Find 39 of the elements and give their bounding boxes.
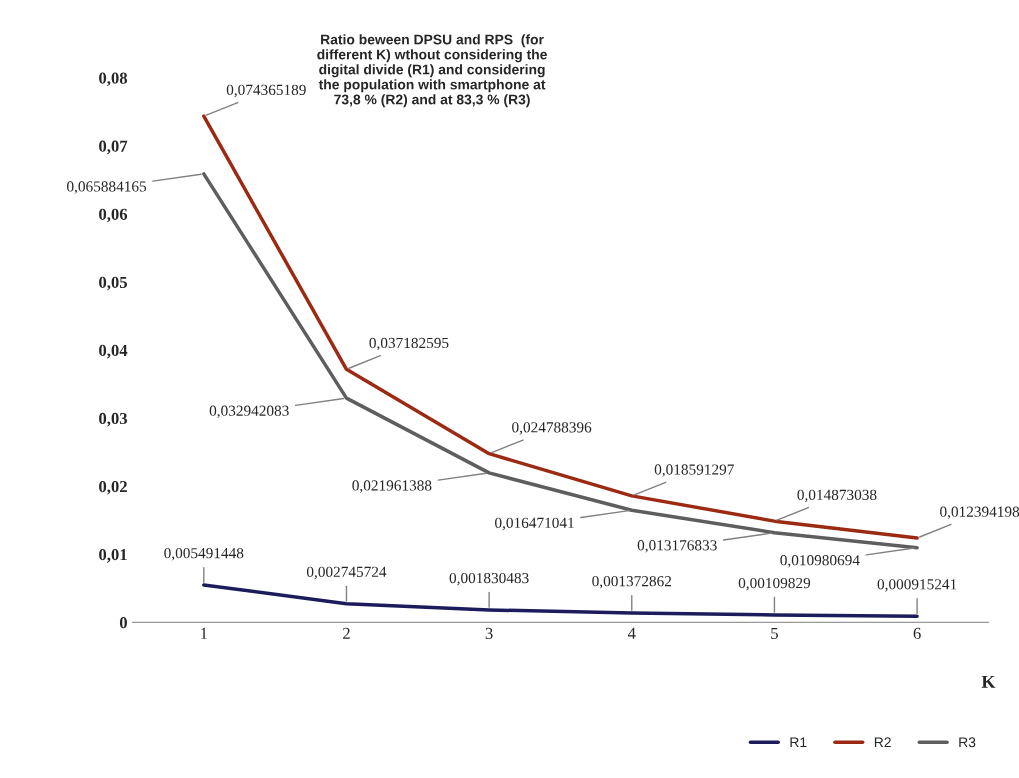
- y-tick-label: 0,06: [99, 208, 128, 223]
- data-label: 0,005491448: [164, 547, 244, 561]
- y-tick-label: 0,04: [99, 344, 128, 359]
- y-tick-label: 0,08: [99, 72, 128, 87]
- x-axis-title: K: [981, 675, 996, 688]
- data-label: 0,074365189: [226, 84, 306, 98]
- y-tick-label: 0,07: [99, 140, 128, 155]
- legend-label: R1: [790, 737, 807, 748]
- data-label: 0,014873038: [797, 489, 877, 503]
- x-tick-label: 6: [913, 627, 921, 639]
- data-label: 0,010980694: [780, 555, 860, 568]
- data-label: 0,001372862: [592, 576, 672, 589]
- y-tick-label: 0,03: [99, 412, 128, 427]
- data-label: 0,032942083: [209, 405, 289, 419]
- chart-title: Ratio beween DPSU and RPS (for different K) wthout considering the digital divide (R1) and considering the population with smartphone at 73,8 % (R2) and at 83,3 % (R3): [317, 34, 547, 108]
- x-tick-label: 1: [201, 627, 207, 639]
- y-tick-label: 0,01: [99, 549, 127, 563]
- data-label: 0,002745724: [306, 566, 387, 580]
- x-tick-label: 5: [771, 627, 778, 639]
- data-label: 0,037182595: [369, 337, 449, 351]
- data-label: 0,012394198: [940, 506, 1019, 520]
- data-label: 0,016471041: [495, 517, 574, 531]
- data-label: 0,065884165: [67, 181, 147, 194]
- data-label: 0,001830483: [449, 572, 529, 586]
- data-label: 0,013176833: [637, 540, 717, 553]
- data-label: 0,018591297: [654, 464, 734, 477]
- data-label: 0,00109829: [738, 577, 811, 591]
- x-tick-label: 3: [485, 627, 493, 639]
- legend-label: R2: [874, 737, 891, 748]
- y-tick-label: 0,05: [99, 276, 127, 291]
- y-tick-label: 0,02: [99, 480, 127, 495]
- legend-label: R3: [959, 737, 976, 748]
- data-label: 0,021961388: [352, 480, 432, 493]
- data-label: 0,000915241: [877, 579, 957, 592]
- x-tick-label: 4: [627, 627, 636, 639]
- y-tick-label: 0: [119, 617, 127, 629]
- line-series: [202, 114, 919, 540]
- data-label: 0,024788396: [512, 422, 592, 435]
- x-tick-label: 2: [343, 627, 350, 639]
